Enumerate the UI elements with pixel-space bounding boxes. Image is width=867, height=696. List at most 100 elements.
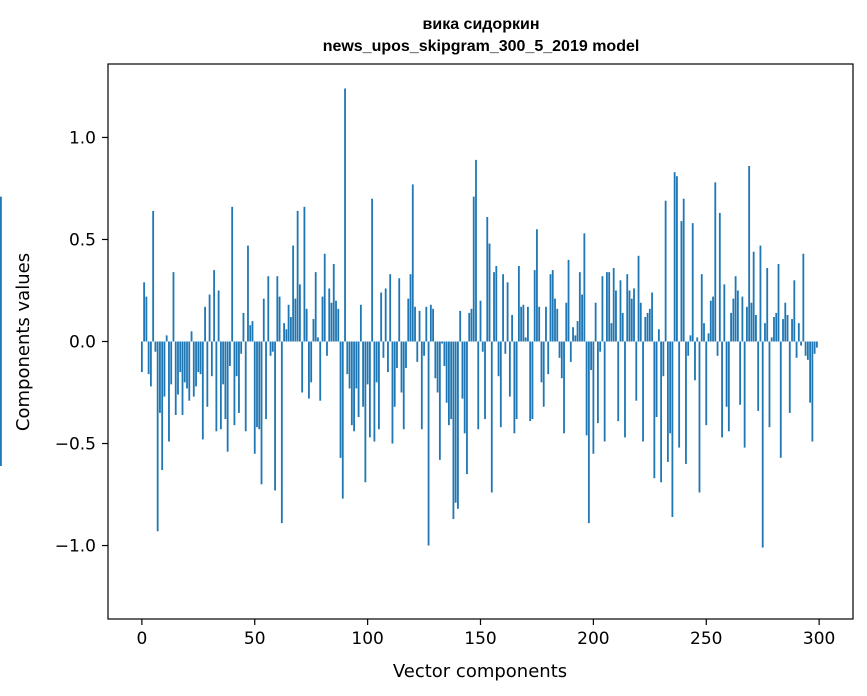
bar [328,288,331,342]
bar [615,290,617,342]
bar [373,341,376,442]
bar [549,274,552,342]
bar [350,341,353,426]
bar [339,341,342,458]
bar [486,217,489,342]
bar [666,341,669,462]
bar [504,341,507,354]
y-axis-label: Components values [13,253,34,431]
x-tick-label: 50 [244,629,266,649]
bar [691,223,694,342]
bar [461,341,464,399]
bar [621,312,624,342]
bar [633,288,635,342]
bar [344,88,346,342]
bar [249,325,252,342]
bar [224,341,227,420]
bar [696,337,699,342]
bar [253,341,256,454]
bar [678,341,681,448]
bar [452,341,455,520]
bar [475,159,477,342]
bar [179,341,182,373]
bar [490,341,493,493]
x-tick-label: 300 [803,629,835,649]
bar [265,341,267,420]
bar [660,341,663,483]
bar [375,341,378,383]
bar [213,270,216,342]
bar [396,341,398,369]
bar [382,341,385,358]
bar [601,276,604,342]
bar [685,341,687,464]
bar [617,341,620,422]
bar [233,341,236,426]
bar [181,341,184,415]
bar [183,341,186,383]
bar [341,341,344,499]
bar [414,306,416,342]
bar [581,294,583,342]
bar [170,341,173,385]
bar [642,341,644,442]
bar [420,341,423,430]
bar [777,263,780,342]
bar [305,308,308,342]
y-tick-label: −1.0 [55,537,96,557]
bar [145,296,148,342]
bar [425,306,428,342]
bar [657,329,660,342]
bar [493,272,495,342]
bar [520,306,523,342]
bar [682,198,685,342]
bar [283,323,285,342]
bar [529,341,532,422]
bar [813,341,816,354]
bar [592,341,595,454]
bar [210,341,213,377]
bar [215,341,218,432]
bar [362,341,365,407]
bar [391,341,394,444]
bar [201,341,204,440]
bar [229,341,231,366]
bar [782,319,784,342]
bar [204,306,206,342]
bar [637,255,640,342]
bar [802,253,805,342]
bar [267,276,270,342]
bar [235,341,238,377]
bar [411,184,414,342]
bar [569,341,572,362]
bar [289,317,292,342]
bar [495,266,498,342]
bar [669,341,672,434]
x-axis-ticks: 0 50 100 150 200 250 300 [136,619,835,649]
bar [554,298,556,342]
bar [752,251,755,342]
bar [527,306,529,342]
x-tick-label: 100 [351,629,383,649]
bar [242,312,245,342]
bar [427,341,430,546]
bar [770,337,773,342]
chart-title-line-2: news_upos_skipgram_300_5_2019 model [323,38,640,55]
bar [303,206,306,342]
bar [497,341,500,377]
bar [531,341,534,420]
bar [0,196,2,342]
bar [784,302,787,342]
bar [364,341,367,483]
bar [576,321,579,342]
bar [664,200,667,342]
bar [800,341,802,346]
bar [244,341,247,432]
bar [163,341,166,397]
bar [393,341,396,407]
bar [301,341,304,393]
bar [736,290,739,342]
bar [326,341,328,356]
bar [423,341,425,356]
bar [797,323,800,342]
